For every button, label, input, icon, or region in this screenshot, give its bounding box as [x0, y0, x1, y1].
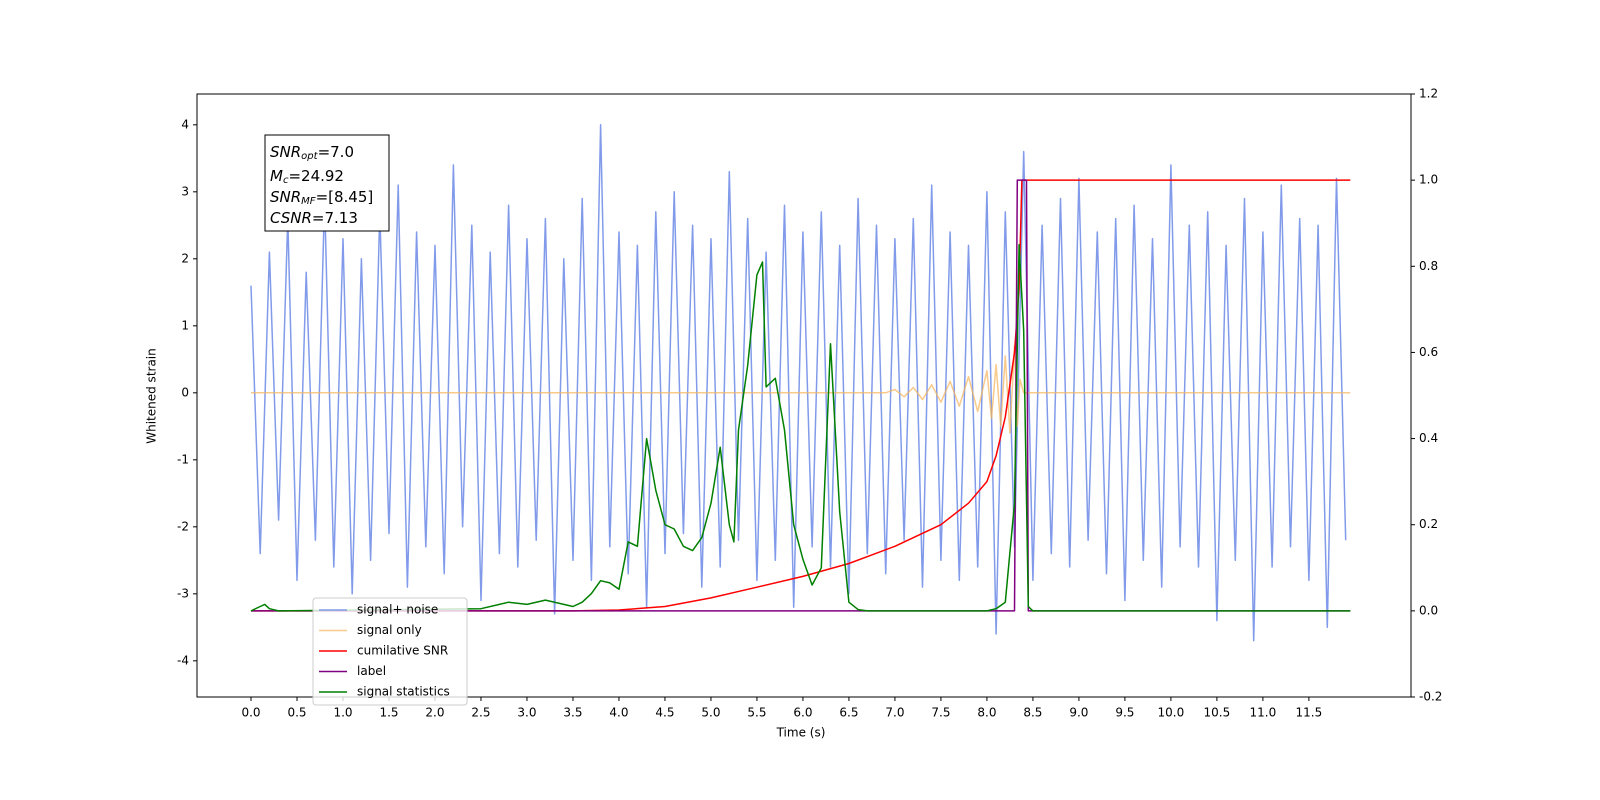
legend-box [312, 597, 468, 706]
x-tick-label: 5.5 [747, 706, 766, 720]
y-tick-label: -3 [177, 586, 189, 600]
annotation-name: CSNR [270, 209, 312, 227]
x-tick-label: 9.5 [1115, 706, 1134, 720]
annotation-name: SNR [270, 188, 301, 206]
x-tick-label: 6.5 [839, 706, 858, 720]
y-tick-label: 3 [181, 184, 189, 198]
x-tick-label: 1.0 [333, 706, 352, 720]
y-tick-label: -1 [177, 452, 189, 466]
x-tick-label: 9.0 [1069, 706, 1088, 720]
x-tick-label: 10.5 [1204, 706, 1231, 720]
y2-tick-label: 0.6 [1419, 345, 1438, 359]
legend-label: signal+ noise [357, 603, 438, 617]
y-tick-label: 2 [181, 251, 189, 265]
annotation-text: =7.0 [318, 143, 354, 161]
annotation-sub: opt [301, 151, 318, 162]
x-tick-label: 8.5 [1023, 706, 1042, 720]
y2-tick-label: 0.8 [1419, 259, 1438, 273]
x-tick-label: 4.5 [655, 706, 674, 720]
x-tick-label: 10.0 [1158, 706, 1185, 720]
y-tick-label: -2 [177, 519, 189, 533]
x-tick-label: 3.5 [563, 706, 582, 720]
y-tick-label: 4 [181, 117, 189, 131]
x-tick-label: 1.5 [379, 706, 398, 720]
annotation-sub: MF [301, 196, 316, 207]
plot-frame [196, 93, 1412, 698]
x-tick-label: 0.0 [241, 706, 260, 720]
x-tick-label: 8.0 [977, 706, 996, 720]
annotation-box [264, 134, 390, 232]
y2-tick-label: 1.0 [1419, 173, 1438, 187]
y2-tick-label: 1.2 [1419, 87, 1438, 101]
x-tick-label: 6.0 [793, 706, 812, 720]
annotation-name: SNR [270, 143, 301, 161]
x-tick-label: 2.0 [425, 706, 444, 720]
series-line [251, 179, 1351, 612]
x-tick-label: 7.5 [931, 706, 950, 720]
x-tick-label: 4.0 [609, 706, 628, 720]
x-tick-label: 7.0 [885, 706, 904, 720]
y-axis-label: Whitened strain [145, 348, 159, 444]
annotation-text: =24.92 [288, 167, 344, 185]
legend-label: label [357, 664, 386, 678]
annotation-name: M [270, 167, 283, 185]
annotation-text: =7.13 [312, 209, 358, 227]
annotation: Mc=24.92 [270, 167, 344, 187]
x-tick-label: 3.0 [517, 706, 536, 720]
y-tick-label: -4 [177, 653, 189, 667]
y2-tick-label: 0.2 [1419, 517, 1438, 531]
y2-tick-label: 0.0 [1419, 603, 1438, 617]
legend-label: cumilative SNR [357, 644, 448, 658]
y-tick-label: 0 [181, 385, 189, 399]
y2-tick-label: 0.4 [1419, 431, 1438, 445]
series-line [250, 243, 1351, 612]
x-tick-label: 2.5 [471, 706, 490, 720]
annotation: SNRMF=[8.45] [270, 188, 373, 208]
annotation: CSNR=7.13 [270, 209, 358, 227]
x-tick-label: 11.0 [1250, 706, 1277, 720]
legend-label: signal statistics [357, 685, 450, 699]
annotation-text: =[8.45] [316, 188, 374, 206]
legend: signal+ noise signal only cumilative SNR la… [312, 597, 468, 706]
series-line [250, 124, 1347, 642]
x-tick-label: 0.5 [287, 706, 306, 720]
x-tick-label: 11.5 [1296, 706, 1323, 720]
annotation-sub: c [283, 175, 289, 186]
annotation: SNRopt=7.0 [270, 143, 354, 163]
x-axis-label: Time (s) [776, 726, 826, 740]
y2-tick-label: -0.2 [1419, 690, 1442, 704]
x-tick-label: 5.0 [701, 706, 720, 720]
legend-label: signal only [357, 623, 422, 637]
y-tick-label: 1 [181, 318, 189, 332]
